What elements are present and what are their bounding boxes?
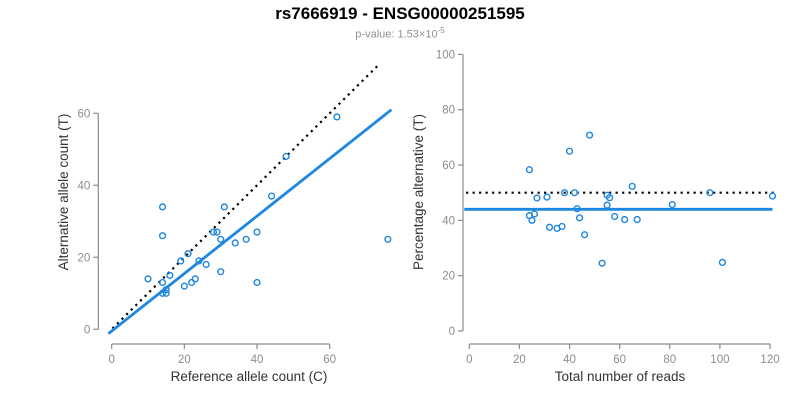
data-point <box>242 235 250 243</box>
data-point <box>706 189 714 197</box>
identity-line <box>111 62 381 330</box>
data-point <box>231 239 239 247</box>
data-point <box>525 166 534 174</box>
allele-counts-scatter: 0 20 40 60 0 20 40 60 Reference allele count (C)… <box>56 62 393 384</box>
data-point <box>560 189 569 197</box>
data-point <box>144 275 152 283</box>
data-point <box>575 214 584 222</box>
data-point <box>768 192 777 200</box>
data-point <box>585 131 594 139</box>
data-point <box>195 257 203 265</box>
data-point <box>253 228 261 236</box>
y-tick-label: 60 <box>78 108 91 120</box>
figure-subtitle: p-value: 1.53×10-5 <box>0 26 800 41</box>
data-point <box>217 235 225 243</box>
x-tick-label: 0 <box>108 354 114 366</box>
data-point <box>633 215 641 224</box>
data-point <box>162 286 170 294</box>
percentage-vs-reads-scatter: 0 20 40 60 80 100 120 0 20 40 60 80 100 Total number … <box>411 49 780 384</box>
data-point <box>253 278 261 287</box>
x-tick-label: 40 <box>251 354 264 366</box>
data-point <box>184 250 192 258</box>
y-tick-label: 0 <box>449 326 455 338</box>
data-point <box>603 201 611 209</box>
x-tick-label: 40 <box>563 354 576 366</box>
data-point <box>580 231 589 239</box>
data-point <box>530 210 539 218</box>
data-point <box>718 258 727 267</box>
x-axis-title: Total number of reads <box>555 369 686 384</box>
data-point <box>166 271 174 279</box>
data-point <box>598 259 606 267</box>
x-tick-label: 120 <box>760 354 779 366</box>
data-point <box>611 212 619 221</box>
data-point <box>202 260 210 269</box>
data-point <box>191 275 199 283</box>
y-tick-label: 20 <box>442 271 455 283</box>
data-point <box>558 222 566 231</box>
y-tick-label: 20 <box>78 252 91 264</box>
figure-title: rs7666919 - ENSG00000251595 <box>275 4 525 23</box>
data-point <box>565 147 574 155</box>
data-point <box>177 257 185 265</box>
y-axis-title: Alternative allele count (T) <box>56 114 71 271</box>
data-point <box>267 192 276 200</box>
data-point <box>333 113 341 121</box>
data-point <box>213 228 221 236</box>
data-point <box>158 203 167 211</box>
x-tick-label: 100 <box>710 354 729 366</box>
data-point <box>628 182 636 190</box>
data-point <box>158 232 167 240</box>
y-tick-label: 80 <box>442 105 455 117</box>
y-tick-label: 0 <box>84 324 90 336</box>
data-point <box>533 194 541 202</box>
p-value-exponent: -5 <box>437 26 445 35</box>
data-point <box>384 235 392 243</box>
y-tick-label: 60 <box>442 160 455 172</box>
data-point <box>162 289 170 297</box>
x-tick-label: 20 <box>178 354 191 366</box>
y-tick-label: 100 <box>436 49 455 61</box>
data-point <box>573 205 581 213</box>
y-tick-label: 40 <box>442 215 455 227</box>
x-tick-label: 20 <box>513 354 526 366</box>
data-point <box>158 278 167 287</box>
data-point <box>209 228 218 236</box>
data-point <box>570 189 579 197</box>
data-point <box>668 200 676 209</box>
x-tick-label: 60 <box>613 354 626 366</box>
data-point <box>217 268 225 276</box>
data-point <box>180 282 188 290</box>
plot-area <box>464 131 777 267</box>
regression-line <box>107 108 393 335</box>
data-point <box>282 152 290 161</box>
data-point <box>545 223 554 231</box>
data-point <box>621 215 629 224</box>
p-value-text: p-value: 1.53×10 <box>355 28 438 41</box>
data-point <box>188 278 196 287</box>
plot-area <box>107 62 393 335</box>
x-tick-label: 0 <box>466 354 472 366</box>
x-axis-title: Reference allele count (C) <box>171 369 328 384</box>
data-point <box>220 203 228 211</box>
y-tick-label: 40 <box>78 180 91 192</box>
x-tick-label: 80 <box>663 354 676 366</box>
data-point <box>528 216 536 224</box>
y-axis-title: Percentage alternative (T) <box>411 114 426 270</box>
data-point <box>543 193 551 201</box>
x-tick-label: 60 <box>323 354 336 366</box>
data-point <box>606 194 614 202</box>
data-point <box>158 289 167 297</box>
